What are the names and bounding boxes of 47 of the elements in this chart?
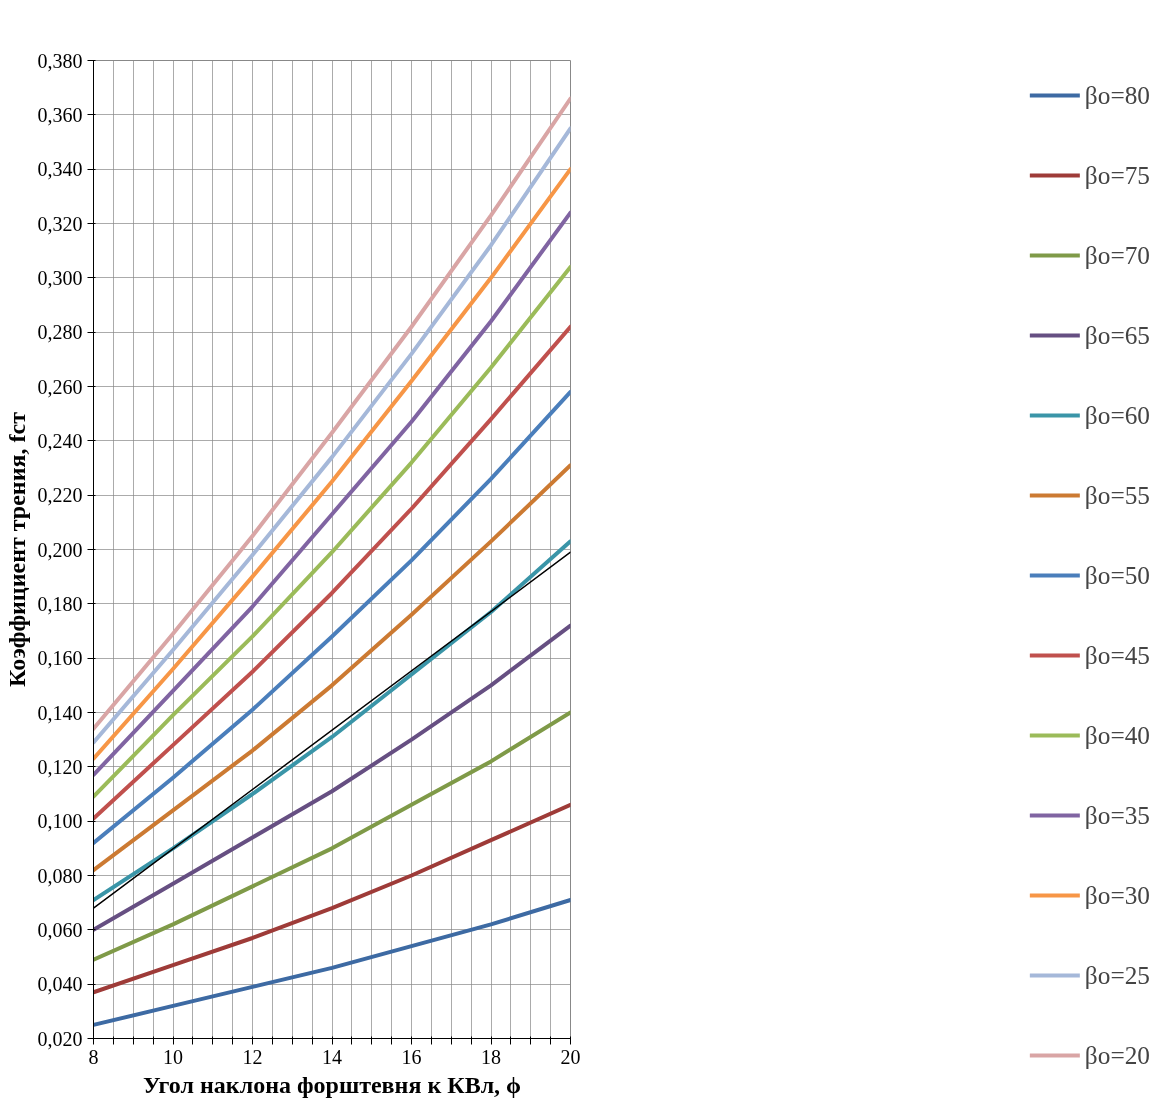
legend-label: βo=30 <box>1084 879 1150 911</box>
legend-label: βo=75 <box>1084 159 1150 191</box>
y-tick-label: 0,380 <box>37 49 83 72</box>
line-series <box>93 389 571 845</box>
legend-label: βo=25 <box>1084 959 1150 991</box>
x-tick-label: 8 <box>88 1045 99 1068</box>
x-tick-label: 20 <box>560 1045 581 1068</box>
line-series <box>93 897 571 1027</box>
y-tick-label: 0,040 <box>37 973 83 996</box>
legend-label: βo=60 <box>1084 399 1150 431</box>
y-tick-label: 0,260 <box>37 375 83 398</box>
y-tick-label: 0,220 <box>37 484 83 507</box>
y-axis-title: Коэффициент трения, fст <box>3 411 30 687</box>
y-tick-label: 0,180 <box>37 592 83 615</box>
y-tick-label: 0,140 <box>37 701 83 724</box>
x-axis-title: Угол наклона форштевня к КВл, ϕ <box>142 1071 522 1098</box>
x-tick-label: 14 <box>322 1045 342 1068</box>
legend-label: βo=40 <box>1084 719 1150 751</box>
legend-label: βo=35 <box>1084 799 1150 831</box>
line-series <box>93 463 571 873</box>
legend-label: βo=55 <box>1084 479 1150 511</box>
legend-label: βo=20 <box>1084 1039 1150 1071</box>
y-tick-label: 0,340 <box>37 158 83 181</box>
y-tick-label: 0,060 <box>37 918 83 941</box>
y-tick-label: 0,200 <box>37 538 83 561</box>
x-tick-label: 16 <box>401 1045 422 1068</box>
y-tick-label: 0,100 <box>37 810 83 833</box>
legend-label: βo=65 <box>1084 319 1150 351</box>
y-tick-label: 0,120 <box>37 755 83 778</box>
y-tick-label: 0,240 <box>37 429 83 452</box>
legend-label: βo=80 <box>1084 79 1150 111</box>
y-tick-label: 0,080 <box>37 864 83 887</box>
x-tick-label: 12 <box>242 1045 263 1068</box>
y-tick-label: 0,020 <box>37 1027 83 1050</box>
y-tick-label: 0,160 <box>37 647 83 670</box>
line-series <box>93 710 571 962</box>
legend-label: βo=45 <box>1084 639 1150 671</box>
line-series <box>93 802 571 995</box>
y-tick-label: 0,320 <box>37 212 83 235</box>
x-tick-label: 10 <box>163 1045 183 1068</box>
legend-label: βo=50 <box>1084 559 1150 591</box>
line-series <box>93 623 571 932</box>
y-tick-label: 0,360 <box>37 103 83 126</box>
x-tick-label: 18 <box>481 1045 501 1068</box>
legend-label: βo=70 <box>1084 239 1150 271</box>
y-tick-label: 0,300 <box>37 266 83 289</box>
y-tick-label: 0,280 <box>37 321 83 344</box>
